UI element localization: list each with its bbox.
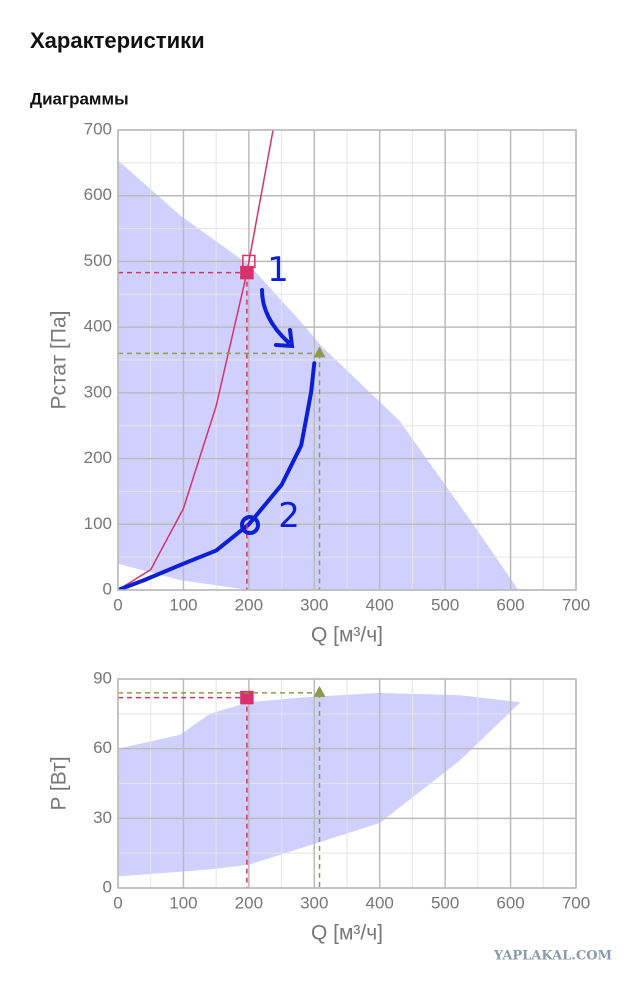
page-title: Характеристики [30, 28, 205, 53]
y-tick-label: 300 [84, 382, 112, 401]
y-tick-label: 200 [84, 448, 112, 467]
point [240, 265, 254, 280]
plot-marks [118, 130, 317, 590]
y-tick-label: 700 [84, 119, 112, 138]
point [313, 685, 326, 697]
y-tick-label: 90 [93, 668, 112, 687]
watermark: YAPLAKAL.COM [493, 949, 612, 964]
plot [118, 130, 576, 590]
y-tick-label: 0 [103, 877, 112, 896]
section-title: Диаграммы [30, 89, 129, 108]
x-tick-label: 200 [235, 595, 263, 614]
y-axis-title: Pстат [Па] [48, 310, 71, 409]
operating-area [118, 160, 519, 590]
point [240, 690, 254, 705]
x-tick-label: 300 [300, 893, 328, 912]
y-tick-label: 0 [103, 579, 112, 598]
y-tick-label: 60 [93, 738, 112, 757]
x-axis-title: Q [м³/ч] [311, 922, 383, 945]
point [313, 346, 326, 358]
y-tick-label: 30 [93, 808, 112, 827]
x-tick-label: 300 [300, 595, 328, 614]
curve [118, 130, 274, 590]
x-tick-label: 600 [496, 595, 524, 614]
x-tick-label: 400 [366, 595, 394, 614]
annotation: 1 [267, 250, 289, 290]
y-tick-label: 100 [84, 514, 112, 533]
x-tick-label: 700 [562, 595, 590, 614]
y-tick-label: 400 [84, 317, 112, 336]
x-tick-label: 0 [113, 893, 122, 912]
annotation: 2 [278, 496, 300, 536]
y-axis-title: P [Вт] [48, 756, 71, 810]
x-tick-label: 400 [366, 893, 394, 912]
x-tick-label: 500 [431, 893, 459, 912]
hand-circle [240, 515, 260, 535]
plot-border [117, 129, 577, 591]
x-tick-label: 600 [496, 893, 524, 912]
y-tick-label: 600 [84, 185, 112, 204]
x-tick-label: 0 [113, 595, 122, 614]
plot [118, 679, 576, 888]
x-tick-label: 100 [169, 893, 197, 912]
hand-arrow [260, 288, 295, 349]
x-tick-label: 700 [562, 893, 590, 912]
x-tick-label: 100 [169, 595, 197, 614]
x-axis-title: Q [м³/ч] [311, 624, 383, 647]
y-tick-label: 500 [84, 251, 112, 270]
plot-border [117, 678, 577, 889]
x-tick-label: 200 [235, 893, 263, 912]
x-tick-label: 500 [431, 595, 459, 614]
point [242, 254, 256, 269]
curve [118, 361, 317, 590]
